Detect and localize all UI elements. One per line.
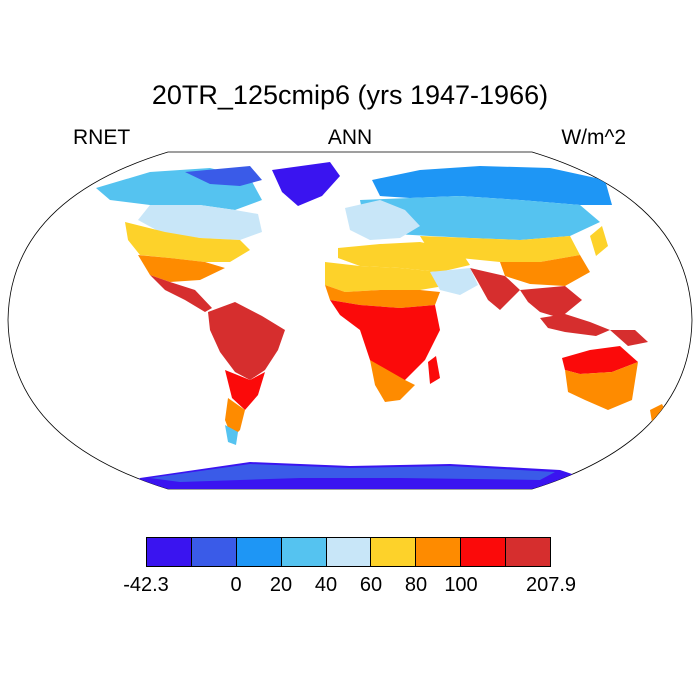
season-label: ANN	[327, 126, 373, 149]
north-america-mid	[138, 205, 262, 240]
eurasia-arctic	[372, 166, 612, 205]
sahara	[325, 262, 450, 292]
madagascar	[428, 356, 440, 384]
new-guinea	[610, 330, 648, 346]
colorbar-tick-label: 100	[444, 574, 478, 596]
arabia	[430, 268, 478, 295]
india	[470, 268, 520, 310]
colorbar	[146, 537, 551, 567]
patagonia	[225, 425, 238, 445]
new-zealand	[650, 404, 666, 422]
colorbar-swatch	[371, 538, 417, 566]
usa-south	[138, 255, 225, 282]
europe	[345, 200, 420, 240]
colorbar-tick-label: 60	[359, 574, 383, 596]
southern-africa	[370, 360, 415, 402]
central-africa	[330, 300, 440, 385]
south-america-north	[208, 302, 285, 380]
colorbar-swatch	[506, 538, 551, 566]
colorbar-tick-label: 0	[230, 574, 242, 596]
japan	[590, 226, 608, 256]
colorbar-tick-label: -42.3	[123, 574, 169, 596]
north-america-south	[125, 222, 250, 262]
variable-label: RNET	[73, 126, 131, 149]
colorbar-swatch	[461, 538, 507, 566]
colorbar-swatch	[147, 538, 192, 566]
indonesia	[540, 314, 610, 336]
colorbar-tick-label: 40	[314, 574, 338, 596]
australia-north	[562, 346, 638, 374]
colorbar-swatch	[281, 538, 327, 566]
central-america	[150, 275, 212, 312]
colorbar-tick-label: 80	[404, 574, 428, 596]
colorbar-swatch	[191, 538, 237, 566]
colorbar-swatch	[326, 538, 372, 566]
antarctica-coast	[150, 464, 555, 482]
map-title: 20TR_125cmip6 (yrs 1947-1966)	[151, 80, 549, 110]
units-label: W/m^2	[561, 126, 626, 149]
colorbar-swatch	[236, 538, 282, 566]
colorbar-tick-label: 20	[269, 574, 293, 596]
south-america-mid	[225, 370, 265, 410]
greenland	[272, 162, 340, 206]
canadian-archipelago	[185, 166, 262, 186]
colorbar-swatch	[416, 538, 462, 566]
mediterranean-rim	[338, 242, 470, 272]
sahel	[325, 285, 440, 308]
eurasia-mid	[360, 196, 600, 240]
china	[500, 255, 590, 286]
colorbar-tick-label: 207.9	[525, 574, 577, 596]
australia-south	[565, 362, 638, 410]
southeast-asia	[520, 286, 582, 318]
